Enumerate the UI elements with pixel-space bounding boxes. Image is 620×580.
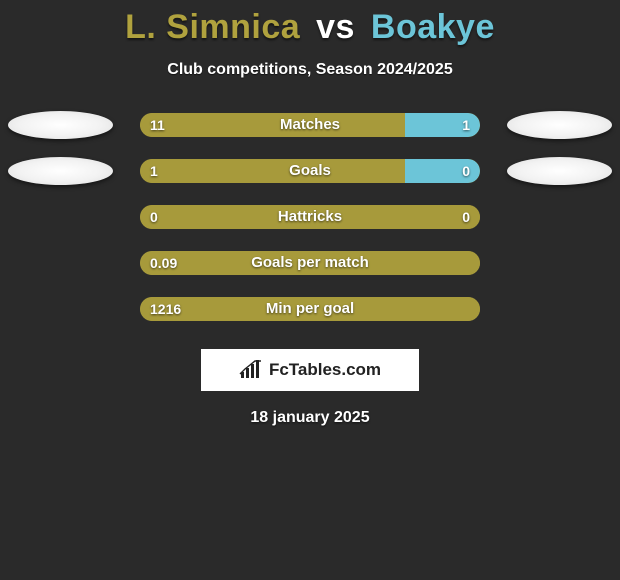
stat-bar xyxy=(140,113,480,137)
stat-bar-right xyxy=(405,159,480,183)
subtitle: Club competitions, Season 2024/2025 xyxy=(0,61,620,79)
stat-bar-left xyxy=(140,205,480,229)
player2-avatar xyxy=(507,111,612,139)
stat-bar-left xyxy=(140,251,480,275)
player1-avatar xyxy=(8,157,113,185)
stat-bar-left xyxy=(140,113,405,137)
stat-bar xyxy=(140,159,480,183)
stat-row: Matches111 xyxy=(0,113,620,159)
page-title: L. Simnica vs Boakye xyxy=(0,8,620,47)
stat-bar-right xyxy=(405,113,480,137)
brand-box: FcTables.com xyxy=(201,349,419,391)
stat-bar xyxy=(140,205,480,229)
stats-rows: Matches111Goals10Hattricks00Goals per ma… xyxy=(0,113,620,343)
stat-row: Min per goal1216 xyxy=(0,297,620,343)
stat-bar-left xyxy=(140,159,405,183)
player2-avatar xyxy=(507,157,612,185)
stat-bar-left xyxy=(140,297,480,321)
title-vs: vs xyxy=(316,8,355,46)
stat-row: Hattricks00 xyxy=(0,205,620,251)
title-player1: L. Simnica xyxy=(125,8,300,46)
stat-row: Goals10 xyxy=(0,159,620,205)
stat-bar xyxy=(140,297,480,321)
comparison-card: L. Simnica vs Boakye Club competitions, … xyxy=(0,0,620,427)
brand-text: FcTables.com xyxy=(269,360,381,380)
brand-chart-icon xyxy=(239,360,263,380)
stat-row: Goals per match0.09 xyxy=(0,251,620,297)
player1-avatar xyxy=(8,111,113,139)
title-player2: Boakye xyxy=(371,8,495,46)
date-label: 18 january 2025 xyxy=(0,409,620,427)
stat-bar xyxy=(140,251,480,275)
